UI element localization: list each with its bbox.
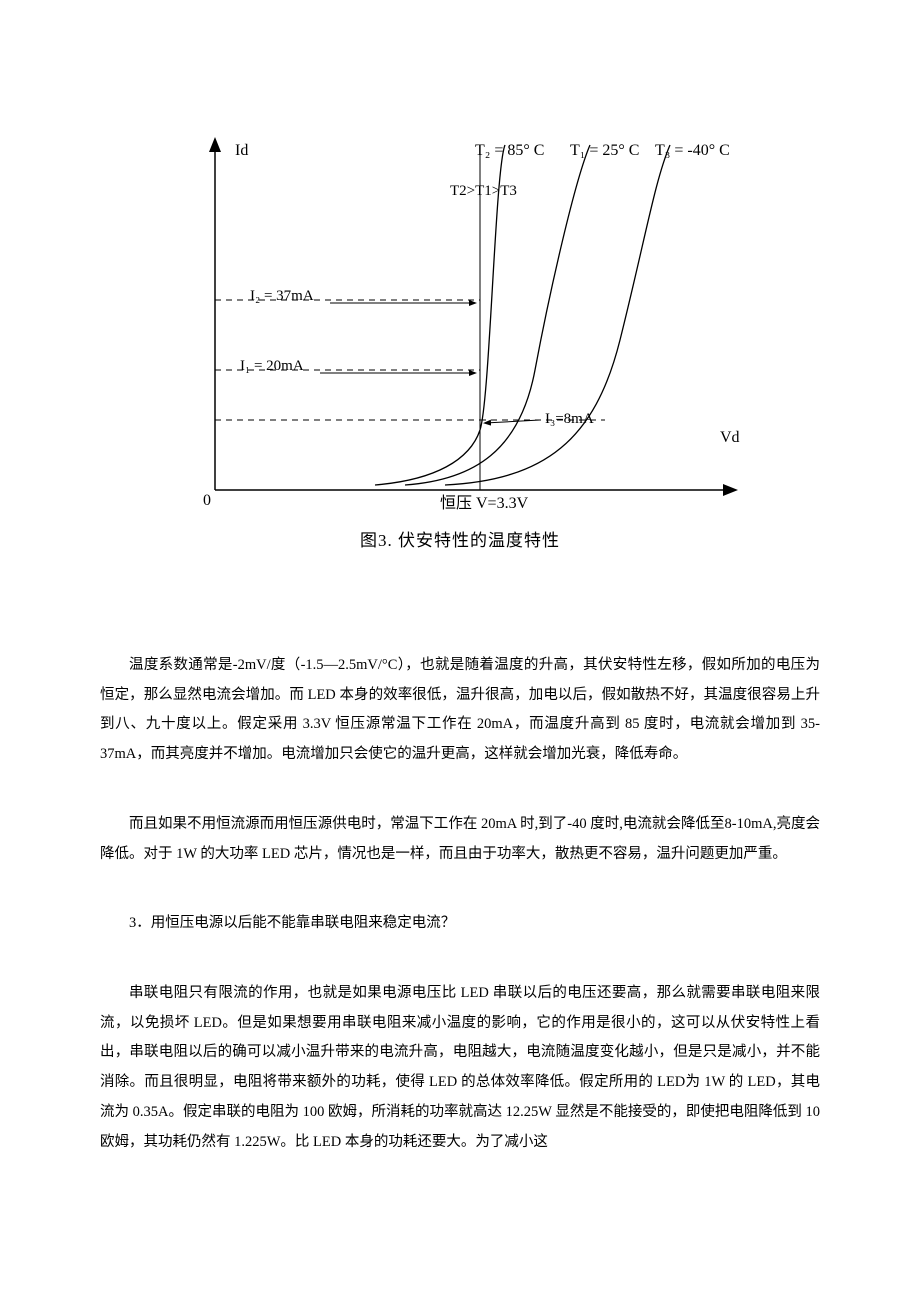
svg-text:Vd: Vd [720, 429, 740, 446]
svg-text:I₁ = 20mA: I₁ = 20mA [240, 358, 304, 374]
figure-3-caption: 图3. 伏安特性的温度特性 [175, 526, 745, 551]
paragraph-3: 串联电阻只有限流的作用，也就是如果电源电压比 LED 串联以后的电压还要高，那么… [100, 979, 820, 1157]
figure-3: Id Vd 0 恒压 V=3.3V T₂ = 85° C T₁ = 25° C T₃ = -… [175, 120, 745, 551]
iv-curve-chart: Id Vd 0 恒压 V=3.3V T₂ = 85° C T₁ = 25° C T₃ = -… [175, 120, 745, 520]
svg-text:0: 0 [203, 492, 211, 509]
svg-text:T₁ = 25° C: T₁ = 25° C [570, 142, 639, 159]
paragraph-1: 温度系数通常是-2mV/度（-1.5—2.5mV/°C），也就是随着温度的升高，… [100, 651, 820, 770]
section-3-heading: 3．用恒压电源以后能不能靠串联电阻来稳定电流？ [100, 909, 820, 939]
svg-text:T₃ = -40° C: T₃ = -40° C [655, 142, 730, 159]
svg-text:Id: Id [235, 142, 248, 159]
svg-text:T₂ = 85° C: T₂ = 85° C [475, 142, 544, 159]
paragraph-2: 而且如果不用恒流源而用恒压源供电时，常温下工作在 20mA 时,到了-40 度时… [100, 810, 820, 869]
svg-text:I₃=8mA: I₃=8mA [545, 411, 594, 427]
svg-text:T2>T1>T3: T2>T1>T3 [450, 183, 517, 199]
svg-text:I₂ = 37mA: I₂ = 37mA [250, 288, 314, 304]
svg-text:恒压 V=3.3V: 恒压 V=3.3V [440, 494, 529, 512]
page-container: Id Vd 0 恒压 V=3.3V T₂ = 85° C T₁ = 25° C T₃ = -… [0, 0, 920, 1217]
